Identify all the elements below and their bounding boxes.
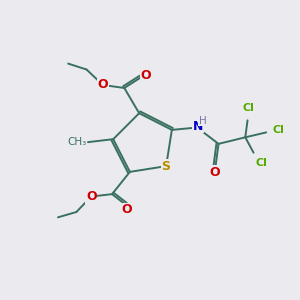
Text: H: H [199,116,206,126]
Text: O: O [122,203,132,216]
Text: O: O [86,190,97,203]
Text: Cl: Cl [256,158,268,168]
Text: N: N [193,119,203,133]
Text: CH₃: CH₃ [67,137,86,147]
Text: Cl: Cl [272,125,284,135]
Text: S: S [162,160,171,172]
Text: Cl: Cl [243,103,255,113]
Text: O: O [210,166,220,178]
Text: O: O [98,79,108,92]
Text: O: O [141,69,151,82]
